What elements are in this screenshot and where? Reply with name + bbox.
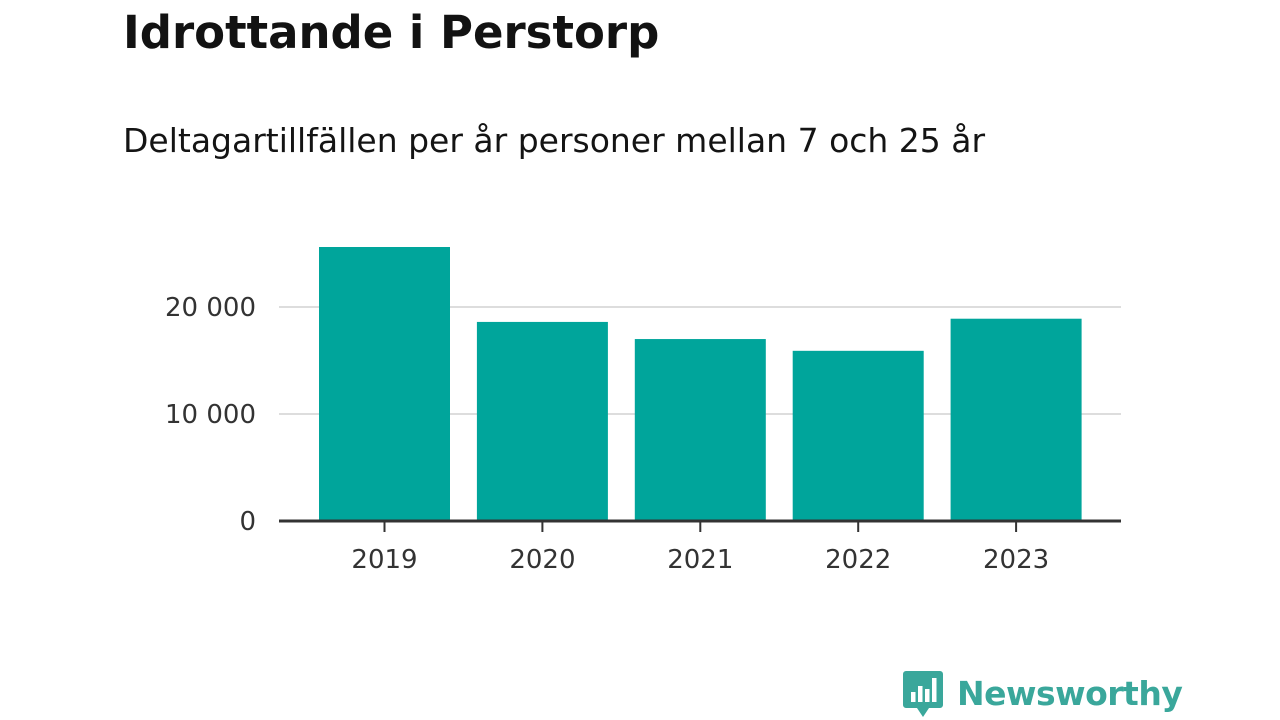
x-tick-label: 2023 [983, 545, 1049, 575]
x-tick-label: 2022 [825, 545, 891, 575]
newsworthy-bar-chart-bubble-icon [903, 671, 943, 717]
y-tick-label: 10 000 [165, 400, 256, 430]
tick-labels: 0 10 000 20 000 2019 2020 2021 2022 2023 [165, 293, 1049, 575]
bar [476, 321, 608, 521]
brand-name: Newsworthy [957, 674, 1183, 713]
y-tick-label: 0 [239, 507, 256, 537]
chart-subtitle: Deltagartillfällen per år personer mella… [123, 121, 986, 160]
axes [279, 519, 1121, 532]
bar [950, 318, 1082, 521]
x-tick-label: 2021 [667, 545, 733, 575]
x-tick-label: 2020 [509, 545, 575, 575]
bar [792, 350, 924, 521]
x-tick-label: 2019 [351, 545, 417, 575]
bar [319, 247, 450, 521]
bar [634, 339, 766, 521]
bars [319, 247, 1082, 521]
chart-title: Idrottande i Perstorp [123, 6, 660, 59]
y-tick-label: 20 000 [165, 293, 256, 323]
newsworthy-logo: Newsworthy [903, 670, 1183, 718]
